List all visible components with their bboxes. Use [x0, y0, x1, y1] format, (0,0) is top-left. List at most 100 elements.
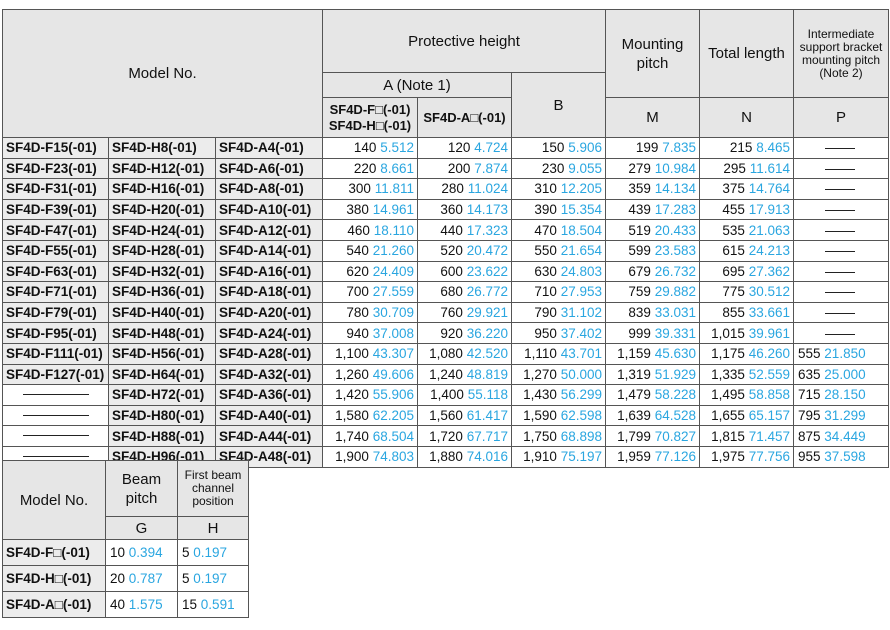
b-value-inch: 50.000	[560, 366, 602, 382]
model-h: SF4D-H24(-01)	[108, 219, 216, 241]
dash-mark	[22, 455, 89, 457]
m-value-inch: 29.882	[654, 284, 696, 300]
n-value-inch: 52.559	[748, 366, 790, 382]
b-value-mm: 630	[534, 263, 557, 279]
h-value-mm: 5	[182, 545, 190, 560]
n-value: 775 30.512	[699, 281, 794, 303]
model-a: SF4D-A8(-01)	[215, 178, 323, 200]
b-value-inch: 27.953	[560, 284, 602, 300]
h-value-inch: 0.197	[193, 545, 228, 560]
p-value: 555 21.850	[793, 342, 889, 365]
b-value-mm: 1,910	[523, 449, 557, 465]
model-h: SF4D-H16(-01)	[108, 178, 216, 200]
model-f: SF4D-F111(-01)	[2, 342, 109, 365]
model-a: SF4D-A32(-01)	[215, 363, 323, 386]
a-fh-value-inch: 55.906	[372, 387, 414, 403]
model-f: SF4D-F79(-01)	[2, 301, 109, 324]
b-value: 470 18.504	[511, 219, 606, 241]
a-fh-value-mm: 780	[346, 305, 369, 321]
a-fh-value: 1,740 68.504	[322, 425, 418, 447]
g-value-inch: 0.394	[128, 545, 163, 560]
total-length-header: Total length	[699, 9, 794, 98]
a-fh-value-mm: 620	[346, 263, 369, 279]
b-value-mm: 230	[541, 160, 565, 176]
a-fh-value-inch: 30.709	[372, 305, 414, 321]
m-value: 839 33.031	[605, 301, 700, 324]
p-value-mm: 715	[798, 387, 821, 403]
m-value-mm: 599	[628, 243, 651, 259]
model-a: SF4D-A16(-01)	[215, 260, 323, 283]
n-value: 455 17.913	[699, 198, 794, 221]
m-value-inch: 51.929	[654, 366, 696, 382]
p-value: 635 25.000	[793, 363, 889, 386]
a-a-value-inch: 61.417	[466, 408, 508, 424]
p-value: 955 37.598	[793, 445, 889, 468]
n-value-inch: 71.457	[748, 428, 790, 444]
b-value-mm: 550	[534, 243, 557, 259]
p-value-mm: 875	[798, 428, 821, 444]
a-fh-value-mm: 540	[346, 243, 369, 259]
beam-pitch-header: Beam pitch	[105, 460, 178, 517]
model-series: SF4D-H□(-01)	[2, 565, 106, 592]
b-value-inch: 21.654	[560, 243, 602, 259]
a-fh-value-inch: 11.811	[374, 181, 414, 197]
g-header: G	[105, 516, 178, 540]
a-fh-value-inch: 43.307	[372, 346, 414, 362]
n-value-mm: 1,175	[711, 346, 745, 362]
n-value-inch: 27.362	[748, 263, 790, 279]
table-row: SF4D-H88(-01) SF4D-A44(-01) 1,740 68.504 1,…	[2, 425, 889, 447]
n-value: 215 8.465	[699, 137, 794, 159]
model-h: SF4D-H80(-01)	[108, 404, 216, 427]
a-a-value: 200 7.874	[417, 157, 512, 180]
a-fh-value-mm: 1,580	[335, 408, 369, 424]
m-value-mm: 1,479	[617, 387, 651, 403]
a-fh-value-inch: 24.409	[372, 263, 414, 279]
table-row: SF4D-F79(-01) SF4D-H40(-01) SF4D-A20(-01) 7…	[2, 301, 889, 324]
m-value-mm: 1,959	[617, 449, 651, 465]
b-value-inch: 37.402	[560, 325, 602, 341]
n-value: 1,495 58.858	[699, 384, 794, 406]
m-value-inch: 58.228	[654, 387, 696, 403]
m-value-mm: 679	[628, 263, 651, 279]
m-value-inch: 45.630	[654, 346, 696, 362]
model-a: SF4D-A10(-01)	[215, 198, 323, 221]
n-value-mm: 1,015	[711, 325, 745, 341]
table-row: SF4D-F63(-01) SF4D-H32(-01) SF4D-A16(-01) 6…	[2, 260, 889, 283]
dash-mark	[824, 312, 855, 314]
table-row: SF4D-F55(-01) SF4D-H28(-01) SF4D-A14(-01) 5…	[2, 239, 889, 262]
a-a-value: 520 20.472	[417, 239, 512, 262]
n-value-inch: 77.756	[748, 449, 790, 465]
model-h: SF4D-H20(-01)	[108, 198, 216, 221]
p-value-inch: 28.150	[824, 387, 866, 403]
b-value-inch: 56.299	[560, 387, 602, 403]
dash-mark	[824, 210, 855, 212]
b-value-inch: 68.898	[560, 428, 602, 444]
a-a-value-inch: 26.772	[466, 284, 508, 300]
m-value-mm: 1,319	[617, 366, 651, 382]
g-value-mm: 10	[110, 545, 126, 560]
a-fh-value: 620 24.409	[322, 260, 418, 283]
b-value: 790 31.102	[511, 301, 606, 324]
a-fh-line2: SF4D-H□(-01)	[328, 117, 412, 133]
m-value: 679 26.732	[605, 260, 700, 283]
n-value-mm: 535	[722, 222, 745, 238]
m-value: 599 23.583	[605, 239, 700, 262]
n-value-inch: 39.961	[748, 325, 790, 341]
m-value-inch: 7.835	[662, 140, 696, 156]
n-value-inch: 11.614	[749, 160, 790, 176]
a-a-value-inch: 14.173	[466, 202, 508, 218]
a-fh-value: 380 14.961	[322, 198, 418, 221]
n-value-mm: 855	[722, 305, 745, 321]
dimensions-table: Model No. Protective height Mounting pit…	[2, 9, 889, 468]
b-value: 390 15.354	[511, 198, 606, 221]
a-fh-value: 220 8.661	[322, 157, 418, 180]
m-value-inch: 64.528	[654, 408, 696, 424]
a-a-value-mm: 120	[447, 140, 471, 156]
a-a-value: 920 36.220	[417, 322, 512, 344]
table-row: SF4D-F31(-01) SF4D-H16(-01) SF4D-A8(-01) 30…	[2, 178, 889, 200]
model-h: SF4D-H88(-01)	[108, 425, 216, 447]
table-row: SF4D-H80(-01) SF4D-A40(-01) 1,580 62.205 1,…	[2, 404, 889, 427]
p-value-inch: 31.299	[824, 408, 866, 424]
a-a-value-inch: 67.717	[466, 428, 508, 444]
b-value-inch: 15.354	[560, 202, 602, 218]
